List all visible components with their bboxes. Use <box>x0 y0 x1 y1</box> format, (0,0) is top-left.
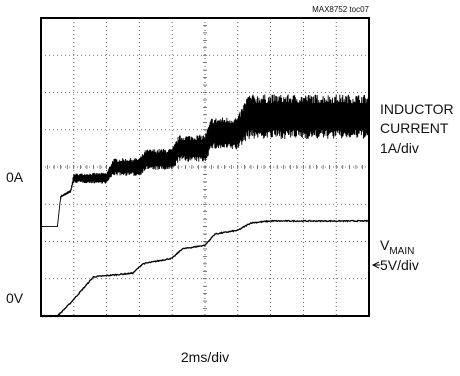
vmain-label-sub: MAIN <box>389 246 414 257</box>
inductor-current-label-line2: CURRENT <box>380 120 449 136</box>
inductor-current-scale: 1A/div <box>380 140 419 156</box>
vmain-label: VMAIN <box>380 237 414 257</box>
traces <box>40 94 380 318</box>
zero-label-current: 0A <box>6 169 24 185</box>
vmain-label-main: V <box>380 237 390 253</box>
inductor-current-trace <box>41 94 370 228</box>
plot-frame <box>40 17 370 317</box>
vmain-trace <box>40 219 370 318</box>
grid <box>40 17 370 317</box>
zero-label-voltage: 0V <box>6 290 24 306</box>
x-scale-label: 2ms/div <box>181 349 229 365</box>
inductor-current-label-line1: INDUCTOR <box>380 101 454 117</box>
source-tag: MAX8752 toc07 <box>312 5 369 14</box>
vmain-scale: 5V/div <box>380 257 419 273</box>
